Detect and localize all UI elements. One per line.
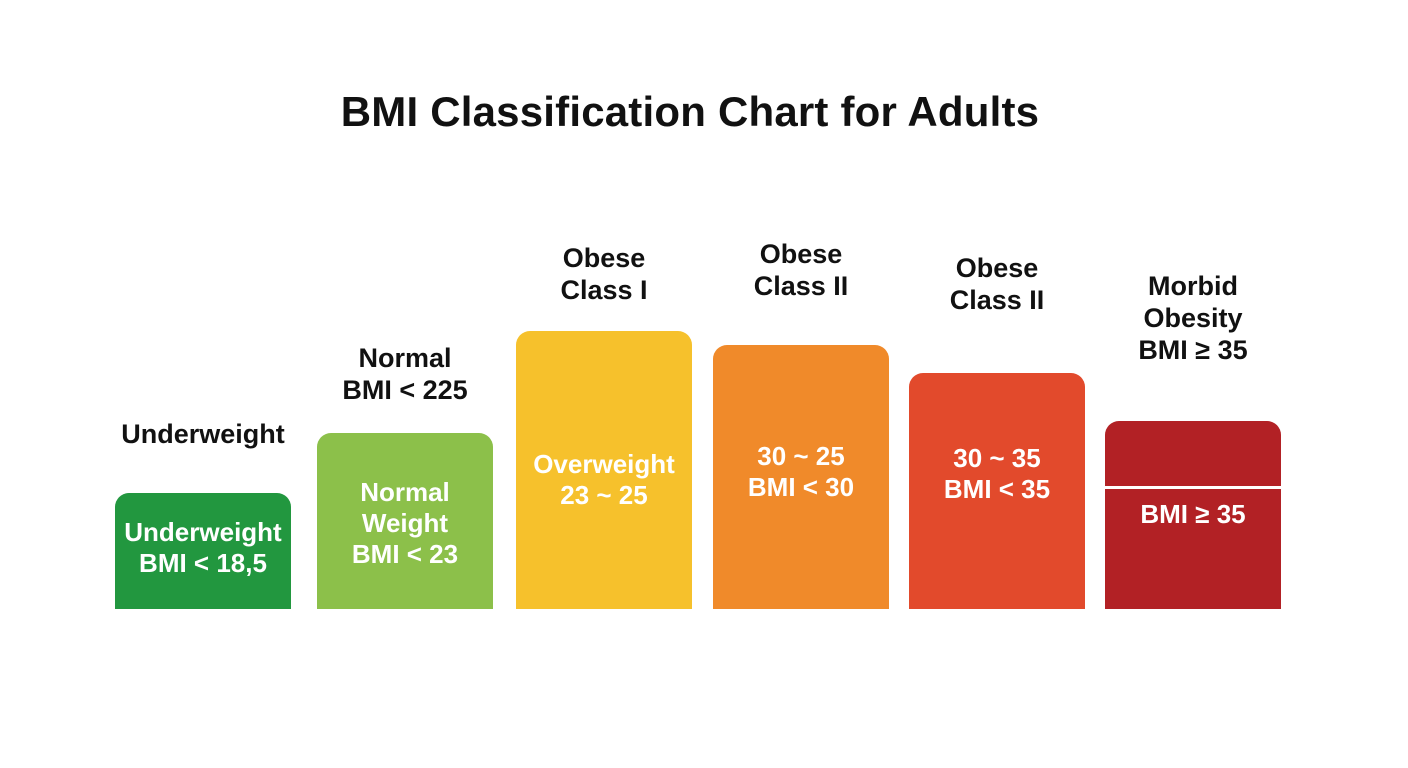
category-label-line: BMI ≥ 35	[1138, 335, 1248, 365]
bar: 30 ~ 25 BMI < 30	[713, 345, 889, 609]
bar-text-line: Weight	[361, 508, 449, 538]
category-label-line: Class II	[949, 285, 1045, 315]
bar-text: 30 ~ 25 BMI < 30	[713, 441, 889, 503]
bar-text-line: Overweight	[533, 449, 675, 479]
bar-text-line: BMI ≥ 35	[1140, 499, 1246, 529]
category-label: Obese Class I	[486, 242, 722, 306]
bar-text-line: BMI < 30	[747, 472, 855, 502]
bar: BMI ≥ 35	[1105, 421, 1281, 609]
category-label-line: Morbid	[1148, 271, 1238, 301]
bar: Overweight 23 ~ 25	[516, 331, 692, 609]
category-label: Underweight	[85, 418, 321, 450]
category-label-line: Obese	[955, 253, 1039, 283]
bar-text: Underweight BMI < 18,5	[115, 517, 291, 579]
bar: 30 ~ 35 BMI < 35	[909, 373, 1085, 609]
bar-text-line: 30 ~ 25	[757, 441, 845, 471]
category-label-line: Normal	[358, 343, 452, 373]
bar-text: Normal Weight BMI < 23	[317, 477, 493, 570]
chart-title: BMI Classification Chart for Adults	[340, 88, 1040, 135]
category-label-line: Obesity	[1143, 303, 1243, 333]
bar-text: Overweight 23 ~ 25	[516, 449, 692, 511]
bar-text: BMI ≥ 35	[1105, 499, 1281, 530]
category-label-line: Class II	[753, 271, 849, 301]
bar-text-line: 23 ~ 25	[560, 480, 648, 510]
bar-text-line: BMI < 23	[351, 539, 459, 569]
bar-text-line: 30 ~ 35	[953, 443, 1041, 473]
category-label-line: Obese	[759, 239, 843, 269]
bar-text-line: Underweight	[124, 517, 282, 547]
category-label-line: BMI < 225	[342, 375, 468, 405]
category-label-line: Class I	[560, 275, 648, 305]
category-label: Obese Class II	[683, 238, 919, 302]
bar-divider	[1105, 486, 1281, 489]
bar: Normal Weight BMI < 23	[317, 433, 493, 609]
bar-text-line: BMI < 35	[943, 474, 1051, 504]
bar-text: 30 ~ 35 BMI < 35	[909, 443, 1085, 505]
category-label: Normal BMI < 225	[287, 342, 523, 406]
bar-text-line: Normal	[360, 477, 450, 507]
category-label-line: Underweight	[121, 419, 285, 449]
category-label: Morbid Obesity BMI ≥ 35	[1075, 270, 1311, 366]
bar: Underweight BMI < 18,5	[115, 493, 291, 609]
category-label: Obese Class II	[879, 252, 1115, 316]
bar-text-line: BMI < 18,5	[139, 548, 267, 578]
category-label-line: Obese	[562, 243, 646, 273]
